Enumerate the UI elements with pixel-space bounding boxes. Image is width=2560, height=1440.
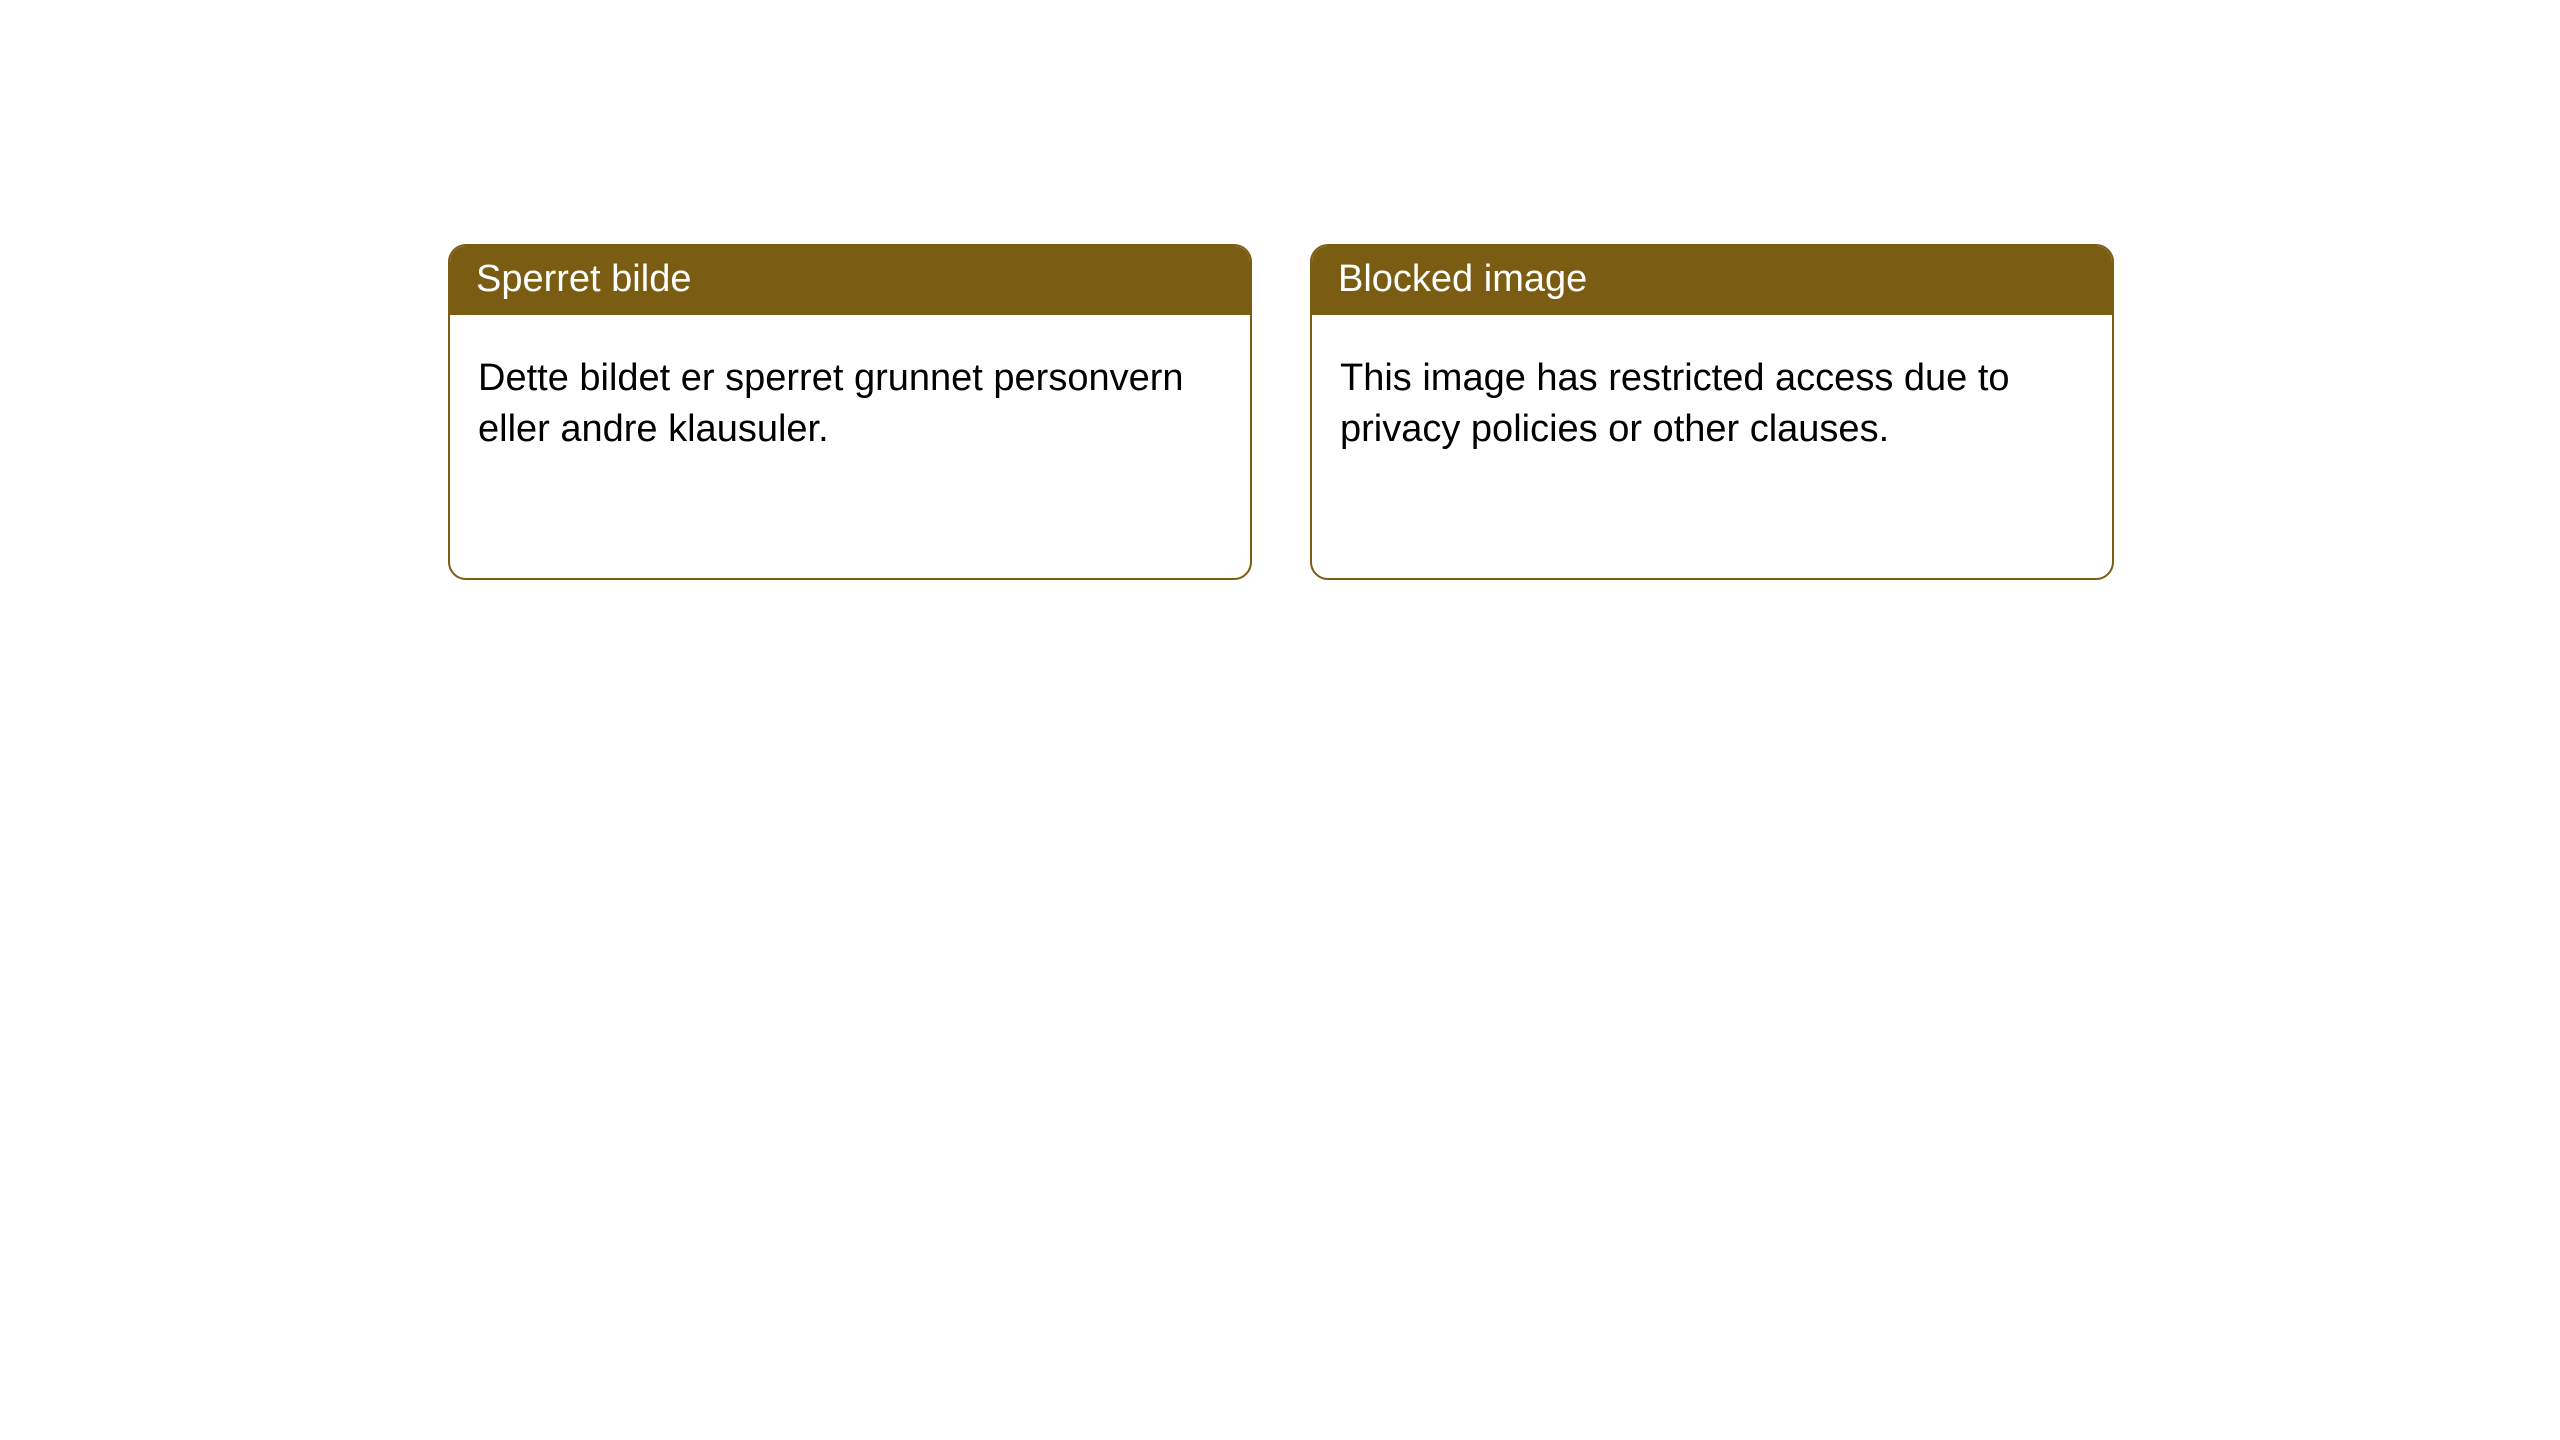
card-norwegian: Sperret bilde Dette bildet er sperret gr… [448, 244, 1252, 580]
card-body-english: This image has restricted access due to … [1312, 315, 2112, 494]
card-header-english: Blocked image [1312, 246, 2112, 315]
notice-container: Sperret bilde Dette bildet er sperret gr… [0, 0, 2560, 580]
card-header-norwegian: Sperret bilde [450, 246, 1250, 315]
card-body-norwegian: Dette bildet er sperret grunnet personve… [450, 315, 1250, 494]
card-english: Blocked image This image has restricted … [1310, 244, 2114, 580]
